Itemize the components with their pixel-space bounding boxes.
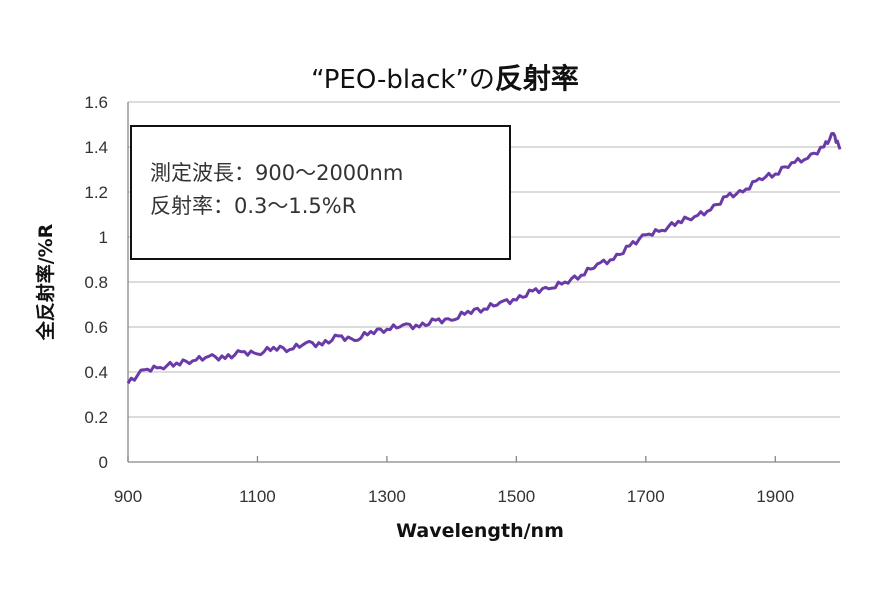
series-layer	[126, 132, 842, 385]
annotation-line-reflectance: 反射率：0.3〜1.5%R	[150, 194, 357, 218]
y-tick-label: 1.4	[84, 138, 108, 157]
y-tick-label: 0.6	[84, 318, 108, 337]
chart-title: “PEO-black”の反射率	[311, 62, 579, 95]
x-tick-label: 1700	[627, 487, 665, 506]
y-tick-label: 0.4	[84, 363, 108, 382]
x-tick-labels: 900 1100 1300 1500 1700 1900	[114, 487, 794, 506]
annotation-box: 測定波長：900〜2000nm 反射率：0.3〜1.5%R	[130, 125, 511, 260]
x-tick-label: 900	[114, 487, 142, 506]
y-tick-label: 0.2	[84, 408, 108, 427]
x-tick-label: 1900	[756, 487, 794, 506]
y-tick-label: 1.2	[84, 183, 108, 202]
x-tick-label: 1100	[239, 487, 276, 506]
annotation-line-wavelength: 測定波長：900〜2000nm	[150, 161, 404, 185]
x-axis-label: Wavelength/nm	[396, 520, 564, 542]
y-tick-labels: 0 0.2 0.4 0.6 0.8 1 1.2 1.4 1.6	[84, 93, 108, 472]
x-tick-label: 1500	[497, 487, 535, 506]
y-tick-label: 1.6	[84, 93, 108, 112]
y-tick-label: 1	[99, 228, 108, 247]
x-tick-label: 1300	[368, 487, 406, 506]
series-line-peo-black	[126, 132, 842, 385]
y-tick-label: 0.8	[84, 273, 108, 292]
y-tick-label: 0	[99, 453, 108, 472]
y-axis-label: 全反射率/%R	[34, 223, 57, 341]
